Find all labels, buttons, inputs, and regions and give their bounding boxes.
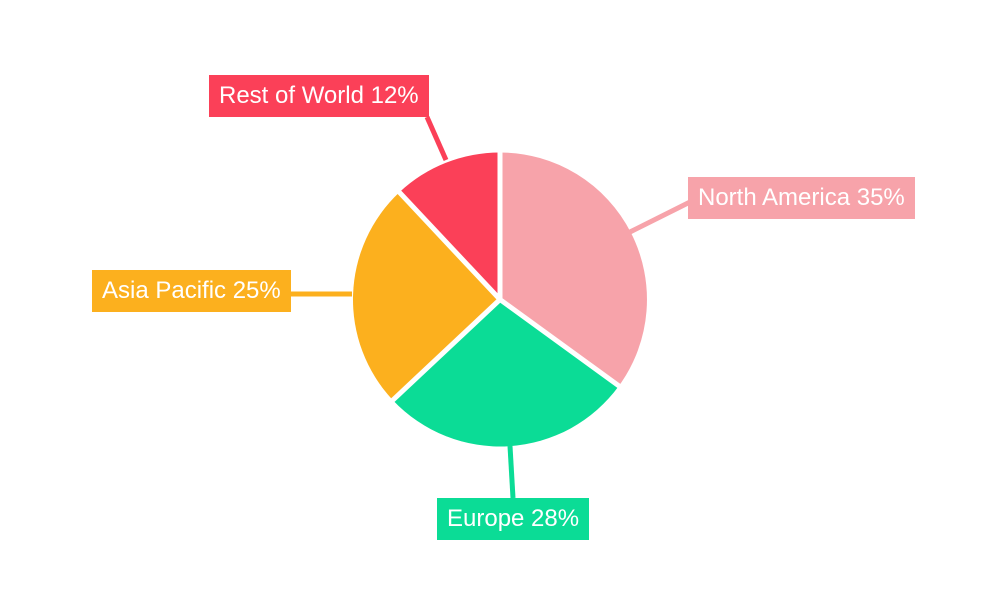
- label-north-america: North America 35%: [688, 177, 915, 219]
- leader-lines: [289, 115, 692, 499]
- slice-separators: [390, 151, 622, 403]
- pie-slice-asia-pacific: [352, 192, 500, 401]
- pie-slice-rest-of-world: [399, 152, 500, 300]
- pie-slice-europe: [392, 299, 619, 447]
- leader-line-rest-of-world: [424, 115, 449, 162]
- label-rest-of-world: Rest of World 12%: [209, 75, 429, 117]
- label-europe: Europe 28%: [437, 498, 590, 540]
- label-asia-pacific: Asia Pacific 25%: [92, 270, 291, 312]
- pie-slice-north-america: [500, 152, 647, 386]
- leader-line-north-america: [628, 199, 692, 235]
- pie-wedges: [352, 152, 647, 447]
- leader-line-europe: [507, 445, 516, 499]
